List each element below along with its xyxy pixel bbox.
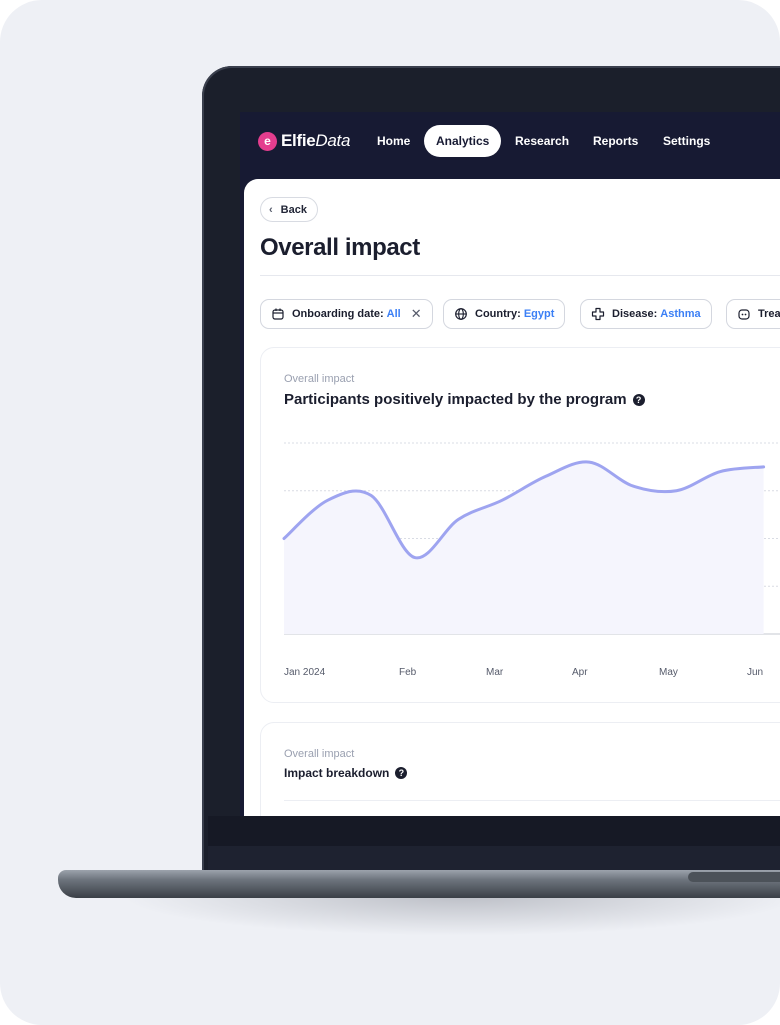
laptop-notch xyxy=(688,872,780,882)
x-tick-label: Jun xyxy=(747,667,763,678)
filter-value: Asthma xyxy=(660,308,701,320)
laptop-base xyxy=(58,870,780,898)
filter-label: Country: xyxy=(475,308,521,320)
laptop-hinge xyxy=(208,846,780,872)
card-title: Impact breakdown ? xyxy=(284,766,408,780)
app-logo[interactable]: e Elfie Data xyxy=(258,131,350,151)
nav-item-home[interactable]: Home xyxy=(377,134,411,148)
back-label: Back xyxy=(280,203,307,216)
help-icon[interactable]: ? xyxy=(632,393,645,406)
logo-icon: e xyxy=(258,131,277,151)
logo-text-italic: Data xyxy=(315,131,351,150)
logo-text-bold: Elfie xyxy=(281,131,316,150)
filter-treatment[interactable]: Trea xyxy=(726,299,780,329)
filter-label: Trea xyxy=(758,308,780,320)
top-nav: e Elfie Data Home Analytics Research Rep… xyxy=(240,112,780,176)
filter-value: Egypt xyxy=(523,308,555,320)
x-tick-label: May xyxy=(659,667,678,678)
area-fill xyxy=(284,461,764,634)
breakdown-title: Impact breakdown xyxy=(284,766,390,780)
filter-disease[interactable]: Disease: Asthma xyxy=(580,299,712,329)
card-title: Participants positively impacted by the … xyxy=(284,391,645,408)
filter-label: Onboarding date: xyxy=(292,308,384,320)
filter-onboarding-date[interactable]: Onboarding date: All ✕ xyxy=(260,299,433,329)
x-tick-label: Mar xyxy=(486,667,504,678)
chevron-left-icon: ‹ xyxy=(269,203,273,216)
cross-icon xyxy=(591,307,605,321)
filter-country[interactable]: Country: Egypt xyxy=(443,299,566,329)
page-title: Overall impact xyxy=(260,234,420,261)
globe-icon xyxy=(454,307,468,321)
filter-value: All xyxy=(386,308,401,320)
impact-breakdown-card: Overall impact Impact breakdown ? xyxy=(260,722,780,816)
nav-item-analytics[interactable]: Analytics xyxy=(424,125,502,157)
close-icon[interactable]: ✕ xyxy=(410,306,422,321)
card-kicker: Overall impact xyxy=(284,748,355,760)
title-divider xyxy=(260,275,780,276)
nav-item-research[interactable]: Research xyxy=(515,134,570,148)
series-line xyxy=(282,460,766,560)
x-tick-label: Jan 2024 xyxy=(284,667,326,678)
impact-chart-card: Overall impact Participants positively i… xyxy=(260,347,780,703)
impact-chart: Jan 2024 Feb Mar Apr May Jun xyxy=(282,442,780,678)
nav-item-reports[interactable]: Reports xyxy=(593,134,639,148)
main-content: ‹ Back Overall impact Onboarding date: A… xyxy=(244,179,780,816)
nav-item-settings[interactable]: Settings xyxy=(663,134,711,148)
chart-title: Participants positively impacted by the … xyxy=(284,391,627,408)
back-button[interactable]: ‹ Back xyxy=(260,197,318,222)
x-tick-label: Apr xyxy=(572,667,588,678)
x-tick-label: Feb xyxy=(399,667,417,678)
filter-label: Disease: xyxy=(612,308,658,320)
help-icon[interactable]: ? xyxy=(395,767,408,779)
laptop-shadow xyxy=(120,896,780,936)
laptop-screen: e Elfie Data Home Analytics Research Rep… xyxy=(240,112,780,816)
calendar-icon xyxy=(271,307,285,321)
card-kicker: Overall impact xyxy=(284,373,355,385)
card-divider xyxy=(284,800,780,801)
treatment-icon xyxy=(737,307,751,321)
